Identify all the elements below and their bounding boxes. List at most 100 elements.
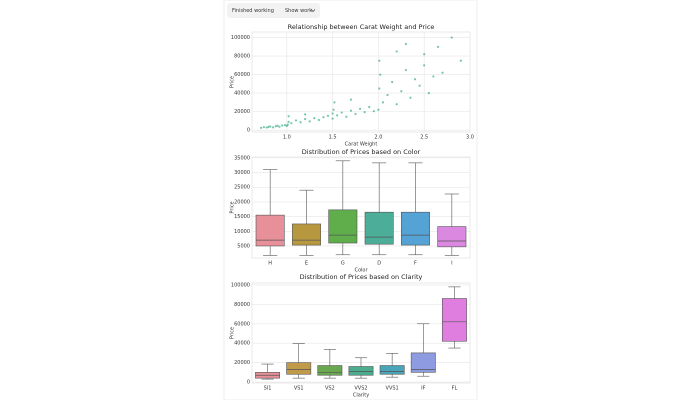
point: [413, 78, 417, 81]
point: [304, 117, 307, 121]
point: [363, 110, 366, 114]
x-tick-label: VS1: [294, 386, 304, 392]
y-tick-label: 0: [247, 380, 250, 386]
point: [290, 122, 293, 125]
box: [328, 209, 358, 244]
x-tick-label: H: [268, 261, 272, 267]
show-work-button[interactable]: Show work: [285, 8, 312, 14]
y-tick-label: 15000: [234, 214, 250, 220]
point: [381, 101, 385, 104]
point: [287, 120, 290, 123]
point: [326, 114, 330, 117]
point: [378, 59, 381, 62]
box: [379, 365, 405, 375]
box: [410, 352, 436, 373]
toolbar: [227, 3, 320, 18]
box: [286, 362, 312, 375]
point: [395, 103, 398, 106]
y-tick-label: 20000: [234, 360, 250, 366]
point: [262, 126, 266, 129]
point: [294, 119, 298, 122]
y-tick-label: 20000: [234, 199, 250, 205]
point: [283, 123, 287, 127]
x-tick-label: I: [451, 261, 452, 267]
point: [427, 92, 430, 95]
point: [372, 110, 375, 113]
y-tick-label: 10000: [234, 229, 250, 235]
point: [333, 101, 336, 104]
point: [299, 121, 302, 124]
x-tick-label: FL: [452, 386, 458, 392]
y-axis-label: Price: [230, 201, 236, 213]
y-axis-label: Price: [230, 327, 236, 339]
point: [459, 59, 462, 62]
point: [423, 53, 426, 56]
plot-area: [251, 156, 471, 259]
y-tick-label: 40000: [234, 341, 250, 347]
x-tick-label: IF: [421, 386, 425, 392]
point: [313, 117, 316, 120]
y-tick-label: 0: [247, 128, 250, 134]
point: [379, 73, 382, 76]
point: [336, 114, 339, 117]
point: [358, 107, 362, 110]
point: [304, 113, 307, 116]
point: [340, 111, 343, 114]
y-tick-label: 80000: [234, 302, 250, 308]
y-tick-label: 5000: [237, 243, 250, 249]
x-tick-label: F: [414, 261, 417, 267]
x-tick-label: VS2: [325, 386, 335, 392]
x-tick-label: D: [377, 261, 381, 267]
point: [287, 115, 290, 118]
point: [349, 98, 353, 101]
point: [274, 125, 277, 128]
point: [271, 126, 275, 129]
chart-title: Distribution of Prices based on Color: [302, 148, 421, 156]
x-axis-label: Color: [354, 268, 368, 274]
point: [286, 123, 289, 126]
x-tick-label: SI1: [264, 386, 272, 392]
y-tick-label: 60000: [234, 321, 250, 327]
point: [331, 112, 334, 115]
point: [349, 109, 353, 112]
x-axis-label: Carat Weight: [345, 142, 378, 148]
x-tick-label: E: [305, 261, 308, 267]
point: [378, 87, 381, 90]
point: [322, 116, 325, 119]
point: [395, 50, 398, 53]
point: [317, 118, 320, 122]
point: [308, 120, 311, 123]
chart-title: Relationship between Carat Weight and Pr…: [288, 23, 435, 31]
x-tick-label: 1.5: [329, 135, 337, 141]
point: [386, 93, 389, 97]
point: [345, 115, 348, 118]
point: [441, 71, 444, 74]
point: [423, 64, 426, 67]
point: [436, 45, 440, 48]
point: [267, 125, 270, 129]
box: [441, 298, 467, 342]
chevron[interactable]: [310, 9, 316, 12]
point: [260, 126, 263, 129]
point: [269, 125, 272, 128]
y-tick-label: 25000: [234, 185, 250, 191]
point: [391, 80, 394, 84]
point: [404, 42, 407, 46]
x-tick-label: G: [341, 261, 345, 267]
y-tick-label: 35000: [234, 155, 250, 161]
point: [276, 124, 279, 127]
y-tick-label: 20000: [234, 109, 250, 115]
point: [409, 96, 412, 99]
box: [437, 226, 467, 248]
y-tick-label: 40000: [234, 91, 250, 97]
x-tick-label: 2.0: [374, 135, 382, 141]
point: [377, 108, 380, 111]
box: [401, 211, 430, 246]
point: [450, 36, 453, 39]
x-axis-label: Clarity: [353, 393, 369, 399]
point: [278, 125, 281, 128]
point: [265, 126, 268, 129]
y-tick-label: 100000: [231, 35, 250, 41]
